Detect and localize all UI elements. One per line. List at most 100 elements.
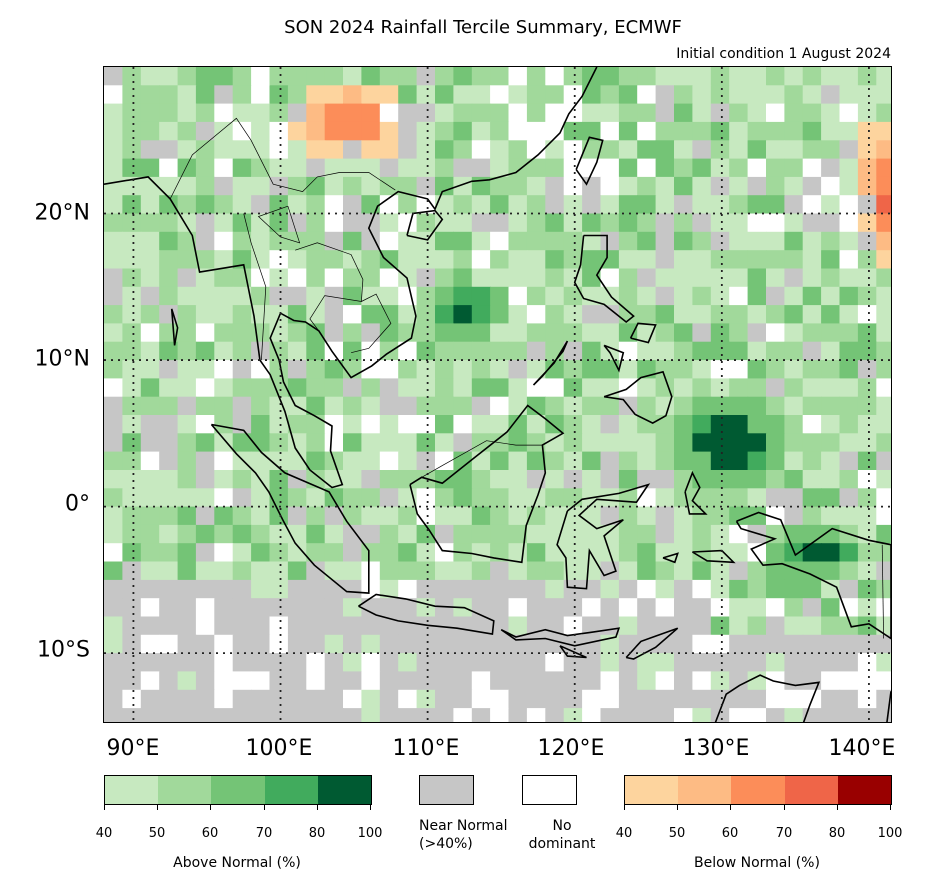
grid-cell <box>563 323 583 343</box>
grid-cell <box>563 378 583 398</box>
grid-cell <box>251 561 271 581</box>
grid-cell <box>821 488 841 508</box>
grid-cell <box>839 433 859 453</box>
grid-cell <box>379 360 399 379</box>
grid-cell <box>379 415 399 434</box>
grid-cell <box>876 524 891 544</box>
grid-cell <box>821 268 841 288</box>
grid-cell <box>287 488 307 508</box>
grid-cell <box>674 561 693 581</box>
grid-cell <box>821 451 841 471</box>
grid-cell <box>490 451 510 471</box>
grid-cell <box>802 561 822 581</box>
grid-cell <box>545 451 565 471</box>
grid-cell <box>784 433 804 453</box>
grid-cell <box>361 488 381 508</box>
grid-cell <box>490 360 510 379</box>
grid-cell <box>195 470 215 489</box>
grid-cell <box>435 286 454 306</box>
grid-cell <box>747 524 767 544</box>
grid-cell <box>784 488 804 508</box>
grid-cell <box>306 451 326 471</box>
grid-cell <box>140 470 160 489</box>
grid-cell <box>747 561 767 581</box>
grid-cell <box>324 121 344 141</box>
grid-cell <box>674 708 693 722</box>
grid-cell <box>839 360 859 379</box>
grid-cell <box>361 689 381 709</box>
near-normal-swatch <box>419 775 474 805</box>
grid-cell <box>857 67 877 86</box>
grid-cell <box>379 506 399 526</box>
grid-cell <box>545 378 565 398</box>
grid-cell <box>306 140 326 160</box>
grid-cell <box>600 213 620 233</box>
grid-cell <box>747 653 767 672</box>
grid-cell <box>416 598 436 618</box>
grid-cell <box>821 378 841 398</box>
grid-cell <box>692 634 712 654</box>
grid-cell <box>692 506 712 526</box>
grid-cell <box>343 213 362 233</box>
below-tick-60: 60 <box>721 826 739 841</box>
above-40-50-swatch <box>105 776 159 804</box>
grid-cell <box>857 250 877 270</box>
grid-cell <box>563 415 583 434</box>
grid-cell <box>140 598 160 618</box>
grid-cell <box>618 121 638 141</box>
grid-cell <box>876 286 891 306</box>
grid-cell <box>563 671 583 691</box>
below-50-60-swatch <box>678 776 732 804</box>
grid-cell <box>140 176 160 196</box>
grid-cell <box>324 140 344 160</box>
grid-cell <box>140 396 160 416</box>
grid-cell <box>269 158 289 178</box>
grid-cell <box>637 305 657 324</box>
grid-cell <box>857 708 877 722</box>
grid-cell <box>343 543 362 563</box>
grid-cell <box>747 140 767 160</box>
grid-cell <box>471 396 491 416</box>
grid-cell <box>618 195 638 215</box>
grid-cell <box>398 341 418 361</box>
grid-cell <box>729 85 749 105</box>
grid-cell <box>545 286 565 306</box>
grid-cell <box>416 671 436 691</box>
grid-cell <box>674 305 693 324</box>
grid-cell <box>490 140 510 160</box>
grid-cell <box>582 524 602 544</box>
grid-cell <box>361 360 381 379</box>
coastline-segment <box>575 136 604 186</box>
grid-cell <box>582 213 602 233</box>
grid-cell <box>766 195 785 215</box>
grid-cell <box>545 396 565 416</box>
grid-cell <box>857 323 877 343</box>
grid-cell <box>710 598 730 618</box>
lon-label-90e: 90°E <box>106 736 160 761</box>
grid-cell <box>471 213 491 233</box>
grid-cell <box>655 598 675 618</box>
grid-cell <box>471 195 491 215</box>
grid-cell <box>563 341 583 361</box>
grid-cell <box>416 250 436 270</box>
grid-cell <box>140 488 160 508</box>
grid-cell <box>361 176 381 196</box>
grid-cell <box>747 634 767 654</box>
grid-cell <box>821 396 841 416</box>
grid-cell <box>637 176 657 196</box>
grid-cell <box>582 250 602 270</box>
grid-cell <box>140 689 160 709</box>
grid-cell <box>710 305 730 324</box>
grid-cell <box>269 598 289 618</box>
grid-cell <box>508 268 528 288</box>
grid-cell <box>508 561 528 581</box>
grid-cell <box>140 121 160 141</box>
grid-cell <box>361 140 381 160</box>
grid-cell <box>122 598 142 618</box>
grid-cell <box>140 653 160 672</box>
grid-cell <box>857 286 877 306</box>
grid-cell <box>655 341 675 361</box>
grid-cell <box>655 488 675 508</box>
grid-cell <box>343 121 362 141</box>
grid-cell <box>159 250 179 270</box>
